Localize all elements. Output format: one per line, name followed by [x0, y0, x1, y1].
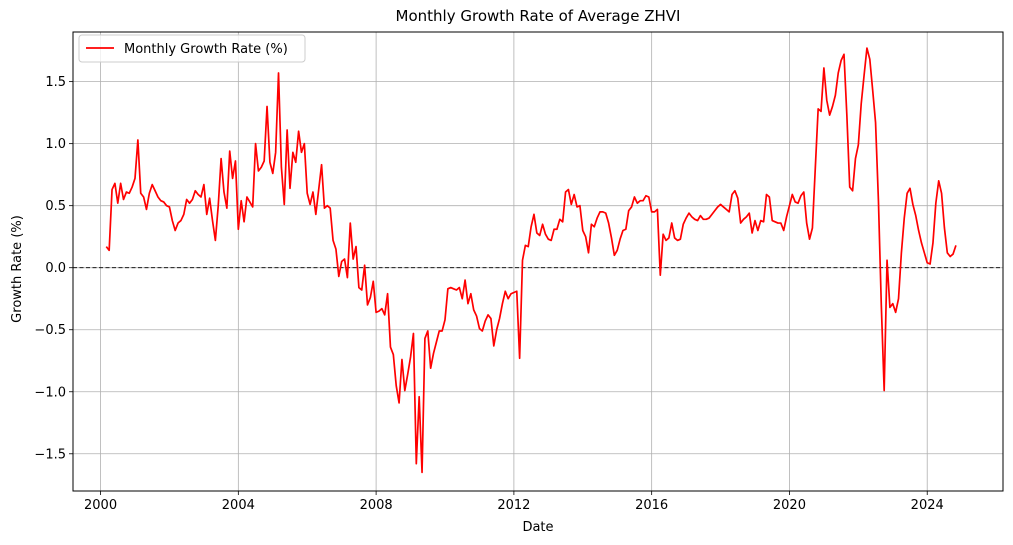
legend-box: [78, 34, 306, 63]
y-axis-title: Growth Rate (%): [10, 215, 25, 323]
x-tick-label: 2008: [360, 498, 393, 513]
x-tick-label: 2012: [497, 498, 530, 513]
x-tick-label: 2016: [635, 498, 668, 513]
y-tick-label: 1.5: [45, 75, 66, 90]
x-axis: 2000 2004 2008 2012 2016 2020 2024: [84, 491, 944, 513]
x-tick-label: 2020: [773, 498, 806, 513]
x-tick-label: 2024: [911, 498, 944, 513]
legend-label: Monthly Growth Rate (%): [124, 42, 288, 57]
y-axis: −1.5 −1.0 −0.5 0.0 0.5 1.0 1.5: [34, 75, 73, 462]
chart-title: Monthly Growth Rate of Average ZHVI: [396, 7, 681, 25]
y-tick-label: −0.5: [34, 323, 66, 338]
plot-frame: [72, 31, 1004, 492]
x-axis-title: Date: [522, 520, 553, 535]
y-tick-label: 0.0: [45, 261, 66, 276]
legend: Monthly Growth Rate (%): [78, 34, 306, 63]
series-group: [105, 47, 957, 474]
x-tick-label: 2004: [222, 498, 255, 513]
y-tick-label: −1.5: [34, 447, 66, 462]
y-tick-label: −1.0: [34, 385, 66, 400]
x-tick-label: 2000: [84, 498, 117, 513]
y-tick-label: 1.0: [45, 137, 66, 152]
y-tick-label: 0.5: [45, 199, 66, 214]
series-line-growth-rate: [105, 47, 957, 474]
